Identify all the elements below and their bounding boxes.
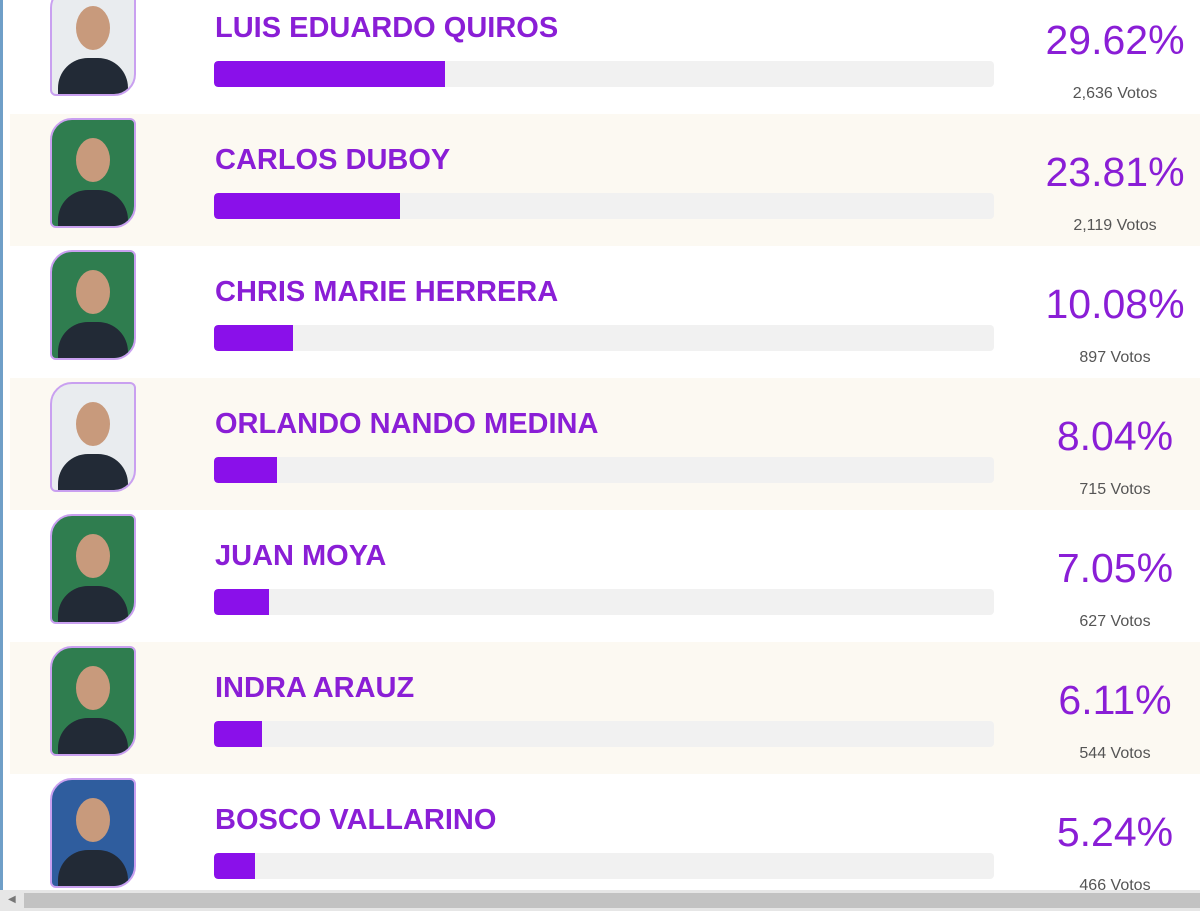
photo-body: [58, 454, 128, 490]
progress-bar: [214, 457, 277, 483]
candidate-name: JUAN MOYA: [215, 540, 387, 572]
photo-head: [76, 798, 110, 842]
candidate-name: CARLOS DUBOY: [215, 144, 451, 176]
candidate-photo: [50, 250, 136, 360]
votes-label: 897 Votos: [1079, 349, 1151, 366]
candidate-photo: [50, 778, 136, 888]
progress-bar: [214, 853, 255, 879]
photo-head: [76, 6, 110, 50]
progress-bar: [214, 589, 269, 615]
votes-label: 2,636 Votos: [1072, 85, 1158, 102]
votes-label: 2,119 Votos: [1073, 217, 1157, 234]
progress-track: [214, 721, 994, 747]
candidate-photo: [50, 514, 136, 624]
percent-label: 7.05%: [1056, 545, 1174, 591]
photo-head: [76, 534, 110, 578]
candidate-row: INDRA ARAUZ 6.11% 544 Votos: [10, 642, 1200, 774]
progress-track: [214, 853, 994, 879]
progress-bar: [214, 193, 400, 219]
photo-head: [76, 138, 110, 182]
photo-body: [58, 586, 128, 622]
photo-body: [58, 718, 128, 754]
candidate-row: LUIS EDUARDO QUIROS 29.62% 2,636 Votos: [10, 0, 1200, 114]
horizontal-scrollbar[interactable]: ◀: [0, 890, 1200, 911]
candidate-photo: [50, 382, 136, 492]
progress-bar: [214, 325, 293, 351]
votes-label: 466 Votos: [1079, 877, 1151, 894]
photo-body: [58, 58, 128, 94]
candidate-name: BOSCO VALLARINO: [215, 804, 497, 836]
progress-bar: [214, 61, 446, 87]
scroll-left-arrow[interactable]: ◀: [8, 894, 16, 905]
left-border: [0, 0, 3, 890]
percent-label: 5.24%: [1056, 809, 1174, 855]
photo-body: [58, 850, 128, 886]
progress-track: [214, 589, 994, 615]
percent-label: 23.81%: [1045, 149, 1185, 195]
photo-body: [58, 322, 128, 358]
candidate-row: BOSCO VALLARINO 5.24% 466 Votos: [10, 774, 1200, 906]
percent-label: 10.08%: [1045, 281, 1185, 327]
photo-head: [76, 402, 110, 446]
votes-label: 627 Votos: [1079, 613, 1151, 630]
progress-track: [214, 61, 994, 87]
candidate-row: CHRIS MARIE HERRERA 10.08% 897 Votos: [10, 246, 1200, 378]
candidate-name: LUIS EDUARDO QUIROS: [215, 12, 559, 44]
progress-track: [214, 325, 994, 351]
progress-bar: [214, 721, 262, 747]
candidate-photo: [50, 0, 136, 96]
candidate-row: ORLANDO NANDO MEDINA 8.04% 715 Votos: [10, 378, 1200, 510]
percent-label: 6.11%: [1058, 677, 1172, 723]
candidate-photo: [50, 118, 136, 228]
photo-head: [76, 270, 110, 314]
candidate-photo: [50, 646, 136, 756]
photo-head: [76, 666, 110, 710]
scroll-thumb[interactable]: [24, 893, 1200, 908]
photo-body: [58, 190, 128, 226]
candidate-name: INDRA ARAUZ: [215, 672, 415, 704]
progress-track: [214, 193, 994, 219]
candidate-name: CHRIS MARIE HERRERA: [215, 276, 559, 308]
percent-label: 29.62%: [1045, 17, 1185, 63]
candidate-row: JUAN MOYA 7.05% 627 Votos: [10, 510, 1200, 642]
votes-label: 544 Votos: [1079, 745, 1151, 762]
candidate-row: CARLOS DUBOY 23.81% 2,119 Votos: [10, 114, 1200, 246]
progress-track: [214, 457, 994, 483]
percent-label: 8.04%: [1056, 413, 1174, 459]
votes-label: 715 Votos: [1079, 481, 1151, 498]
candidate-name: ORLANDO NANDO MEDINA: [215, 408, 599, 440]
